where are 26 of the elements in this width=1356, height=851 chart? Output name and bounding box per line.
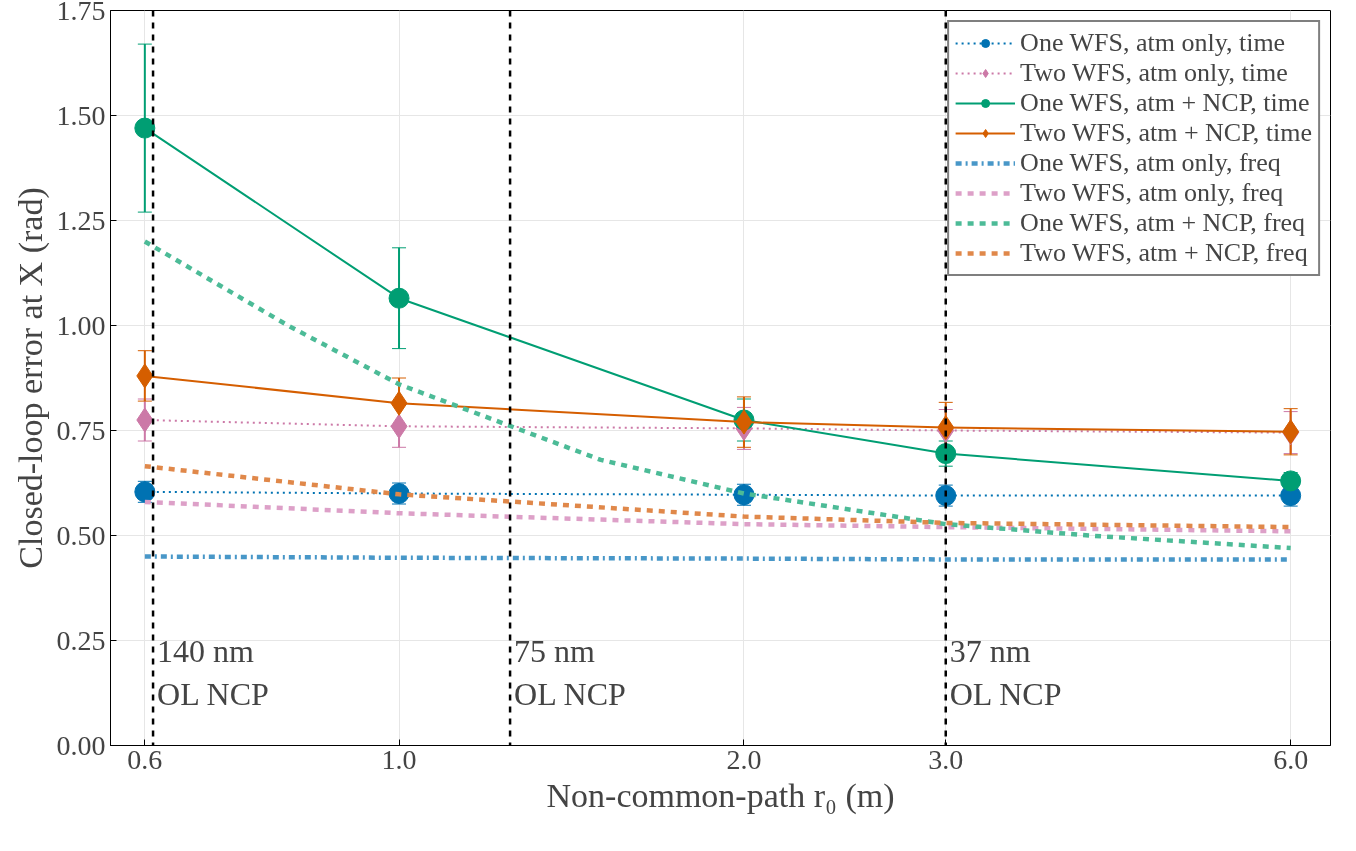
x-tick-label: 3.0 bbox=[928, 743, 964, 775]
legend-label: One WFS, atm only, freq bbox=[1020, 148, 1281, 178]
y-tick-label: 1.25 bbox=[56, 204, 106, 236]
y-tick-label: 1.00 bbox=[56, 309, 106, 341]
y-tick-label: 1.75 bbox=[56, 0, 106, 26]
ref-line-label: 140 nm OL NCP bbox=[157, 632, 269, 712]
y-tick-label: 0.00 bbox=[56, 729, 106, 761]
legend-label: One WFS, atm + NCP, time bbox=[1020, 88, 1310, 118]
legend-label: Two WFS, atm + NCP, freq bbox=[1020, 238, 1308, 268]
x-axis-title: Non-common-path r₀ (m) bbox=[546, 776, 895, 815]
ref-line-label: 37 nm OL NCP bbox=[949, 632, 1062, 712]
ref-line-label: 75 nm OL NCP bbox=[514, 632, 626, 712]
x-tick-label: 2.0 bbox=[726, 743, 762, 775]
y-tick-label: 1.50 bbox=[56, 99, 106, 131]
x-tick-label: 6.0 bbox=[1273, 743, 1309, 775]
y-axis-title: Closed-loop error at X (rad) bbox=[11, 187, 50, 569]
x-tick-label: 1.0 bbox=[381, 743, 417, 775]
y-tick-label: 0.25 bbox=[56, 624, 106, 656]
y-tick-label: 0.50 bbox=[56, 519, 106, 551]
x-tick-label: 0.6 bbox=[127, 743, 163, 775]
y-tick-label: 0.75 bbox=[56, 414, 106, 446]
legend-label: Two WFS, atm only, freq bbox=[1020, 178, 1284, 208]
legend-label: One WFS, atm + NCP, freq bbox=[1020, 208, 1306, 238]
legend-label: One WFS, atm only, time bbox=[1020, 28, 1286, 58]
legend-label: Two WFS, atm + NCP, time bbox=[1020, 118, 1312, 148]
legend-label: Two WFS, atm only, time bbox=[1020, 58, 1288, 88]
